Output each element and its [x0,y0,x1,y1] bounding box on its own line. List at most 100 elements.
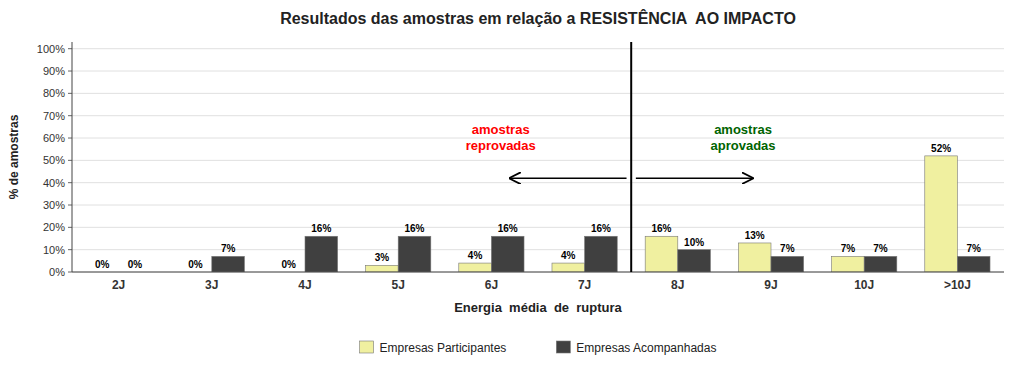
data-label: 16% [651,223,671,234]
x-tick-label: >10J [944,278,971,292]
title: Resultados das amostras em relação a RES… [280,9,796,27]
y-tick-label: 40% [43,177,65,189]
data-label: 7% [221,243,236,254]
bar [832,256,865,272]
annotation-line: amostras [472,122,530,137]
y-tick-label: 20% [43,221,65,233]
data-label: 13% [745,230,765,241]
annotations: amostrasreprovadasamostrasaprovadas [466,42,776,272]
y-tick-label: 0% [49,266,65,278]
bar [491,236,524,272]
grid-line [72,138,1004,139]
data-label: 0% [128,259,143,270]
annotation-line: aprovadas [711,138,776,153]
data-label: 52% [931,143,951,154]
x-tick-label: 8J [671,278,684,292]
y-tick-label: 90% [43,65,65,77]
grid-line [72,71,1004,72]
data-label: 7% [841,243,856,254]
y-tick [68,93,72,94]
x-tick-label: 3J [205,278,218,292]
grid-line [72,205,1004,206]
y-tick [68,160,72,161]
bar [925,156,958,272]
y-tick [68,227,72,228]
y-tick-label: 60% [43,132,65,144]
y-tick [68,138,72,139]
divider-line [630,42,632,272]
bar [645,236,678,272]
annotation-text: amostrasaprovadas [711,122,776,153]
data-label: 7% [873,243,888,254]
y-tick-label: 30% [43,199,65,211]
annotation-text: amostrasreprovadas [466,122,536,153]
x-tick-label: 10J [854,278,874,292]
bar [552,263,585,272]
y-tick-label: 70% [43,110,65,122]
data-label: 7% [966,243,981,254]
legend-swatch [556,341,570,353]
data-label: 4% [468,250,483,261]
bar [771,256,804,272]
y-tick-label: 100% [37,43,65,55]
y-tick [68,205,72,206]
data-label: 16% [311,223,331,234]
legend: Empresas Participantes Empresas Acompanha… [360,341,717,355]
y-tick-label: 50% [43,154,65,166]
annotation-line: reprovadas [466,138,536,153]
data-label: 16% [498,223,518,234]
data-label: 16% [405,223,425,234]
bar [398,236,431,272]
grid-line [72,115,1004,116]
bar [585,236,618,272]
arrow [510,177,626,179]
grid-line [72,93,1004,94]
data-label: 3% [375,252,390,263]
grid-line [72,249,1004,250]
data-label: 0% [95,259,110,270]
data-label: 10% [684,237,704,248]
arrow [636,177,753,179]
chart: Resultados das amostras em relação a RES… [0,0,1024,373]
bar [957,256,990,272]
bar [366,265,399,272]
y-tick-label: 80% [43,87,65,99]
legend-swatch [360,341,374,353]
x-axis [72,272,1004,273]
bar [738,243,771,272]
y-axis [72,42,73,272]
grid-line [72,272,1004,273]
bar [864,256,897,272]
x-label: Energia média de ruptura [454,300,622,315]
y-tick [68,71,72,72]
legend-label: Empresas Acompanhadas [576,341,716,355]
data-labels: 0% 0% 0% 3% 4% 4% 16% 13% 7% 52% 0% 7% 16% 16% 16% 16% 1… [95,143,981,270]
y-tick [68,272,72,273]
y-label: % de amostras [7,114,21,199]
bars [212,156,990,272]
legend-item: Empresas Participantes [360,341,507,355]
grid-line [72,48,1004,49]
annotation-line: amostras [714,122,772,137]
bar [305,236,338,272]
x-tick-label: 6J [485,278,498,292]
grid-line [72,227,1004,228]
data-label: 4% [561,250,576,261]
y-tick-label: 10% [43,244,65,256]
grid: 0% 10% 20% 30% 40% 50% 60% 70% 80% 90% 100% [37,43,1004,278]
x-tick-label: 5J [392,278,405,292]
grid-line [72,182,1004,183]
bar [459,263,492,272]
data-label: 16% [591,223,611,234]
legend-item: Empresas Acompanhadas [556,341,716,355]
x-tick-label: 2J [112,278,125,292]
x-tick-label: 4J [298,278,311,292]
y-tick [68,249,72,250]
y-tick [68,182,72,183]
data-label: 7% [780,243,795,254]
bar [678,250,711,272]
bar [212,256,245,272]
data-label: 0% [281,259,296,270]
x-tick-label: 7J [578,278,591,292]
data-label: 0% [188,259,203,270]
